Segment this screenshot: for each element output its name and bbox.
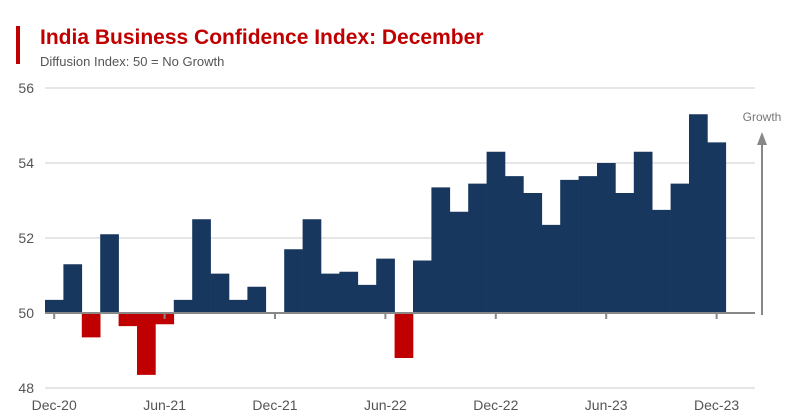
x-tick-label: Jun-22 [364,397,407,413]
y-tick-label: 56 [18,80,34,96]
bar-Nov-21 [247,286,267,313]
x-tick-label: Dec-22 [473,397,518,413]
bar-May-22 [357,284,377,313]
bar-Apr-21 [118,313,138,327]
bar-Jan-23 [505,176,524,313]
bar-Sep-21 [210,273,230,313]
y-tick-label: 54 [18,155,34,171]
x-tick-label: Jun-23 [585,397,628,413]
bar-Dec-22 [486,151,506,313]
bar-Aug-23 [633,151,653,313]
bar-Sep-23 [652,209,671,313]
bar-Aug-21 [192,219,211,313]
bar-Mar-21 [100,234,119,313]
bar-Nov-23 [689,114,708,313]
bar-Aug-22 [413,260,432,313]
bar-Jan-22 [284,249,303,313]
bar-Jul-23 [615,193,635,313]
growth-arrow-head [757,132,767,145]
bar-Feb-22 [302,219,322,313]
growth-annotation: Growth [743,110,782,124]
bar-Mar-22 [321,273,340,313]
bar-Oct-22 [449,211,469,313]
bar-Dec-23 [707,142,727,313]
x-tick-label: Dec-21 [252,397,297,413]
title-accent-bar [16,26,20,64]
x-tick-label: Dec-23 [694,397,739,413]
x-tick-label: Jun-21 [143,397,186,413]
bar-May-21 [137,313,156,375]
bar-Apr-23 [560,179,579,313]
y-tick-label: 48 [18,380,34,396]
bar-Mar-23 [541,224,561,313]
chart-subtitle: Diffusion Index: 50 = No Growth [40,54,225,69]
bar-Oct-21 [229,299,248,313]
chart-title: India Business Confidence Index: Decembe… [40,26,484,49]
bar-Jun-22 [376,258,395,313]
x-tick-label: Dec-20 [32,397,77,413]
y-tick-label: 52 [18,230,34,246]
bar-May-23 [578,176,598,313]
y-tick-label: 50 [18,305,34,321]
bar-Nov-22 [468,183,487,313]
bar-Apr-22 [339,271,359,313]
bar-Jul-22 [394,313,414,358]
bar-Feb-21 [81,313,101,338]
bar-Sep-22 [431,187,451,313]
bar-Jul-21 [173,299,193,313]
bar-Jun-23 [597,163,616,313]
bar-Feb-23 [523,193,543,313]
bar-Oct-23 [670,183,690,313]
bar-Jan-21 [63,264,83,313]
bar-Dec-20 [45,299,64,313]
